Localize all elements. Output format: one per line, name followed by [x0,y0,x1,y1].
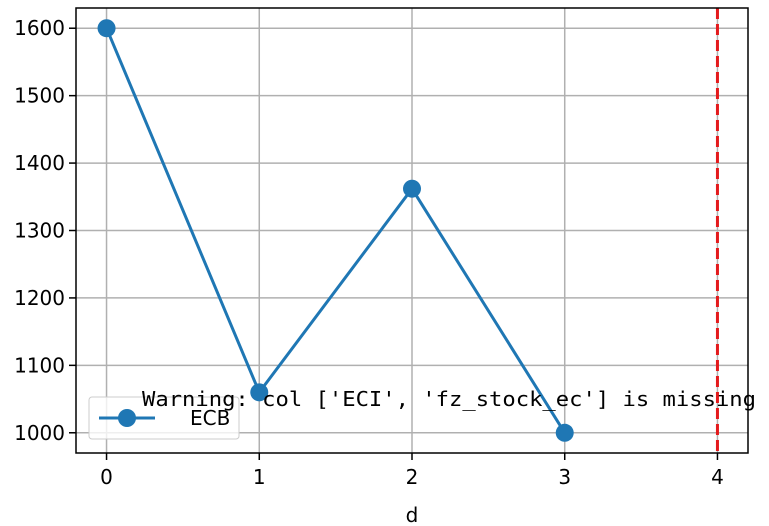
y-tick-label: 1400 [14,151,65,175]
warning-annotation: Warning: col ['ECI', 'fz_stock_ec'] is m… [142,387,756,411]
x-tick-label: 1 [253,465,266,489]
legend-marker [118,409,136,427]
x-axis-label: d [406,503,419,526]
data-point [250,383,269,402]
y-tick-label: 1000 [14,421,65,445]
x-tick-label: 3 [558,465,571,489]
series-group [97,19,574,442]
y-tick-label: 1100 [14,353,65,377]
data-point [555,423,574,442]
legend: ECB [88,396,240,440]
series-line [105,27,566,434]
x-tick-label: 4 [711,465,724,489]
y-tick-label: 1500 [14,84,65,108]
data-point [97,19,116,38]
x-tick-label: 2 [406,465,419,489]
legend-label: ECB [190,406,230,430]
data-point [403,179,421,198]
y-tick-label: 1300 [14,219,65,243]
axis-ticks: 0 1 2 3 4 1000 1100 1200 1300 1400 1500 1600 [14,16,724,489]
x-tick-label: 0 [100,465,113,489]
y-tick-label: 1600 [14,16,65,40]
legend-box [88,396,240,440]
y-tick-label: 1200 [14,286,65,310]
